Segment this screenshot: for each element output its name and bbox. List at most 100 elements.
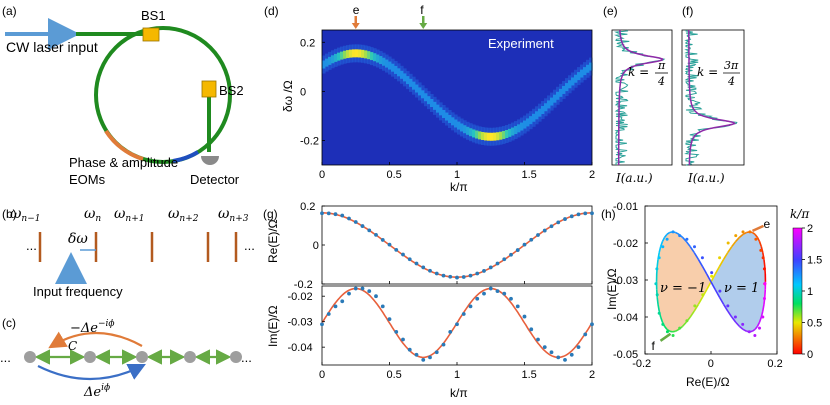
loop-point [763, 282, 767, 286]
loop-point [657, 256, 661, 260]
complex-loop: -0.01 -0.02 -0.03 -0.04 -0.05-0.2 0 0.2 e f [613, 201, 783, 370]
data-point [515, 304, 520, 309]
loop-segment [685, 240, 691, 248]
re-plot-frame [321, 205, 593, 285]
loop-point [678, 326, 682, 330]
data-point [475, 271, 480, 276]
x-tick-label: 2 [589, 369, 595, 381]
loop-segment [735, 321, 741, 327]
band-core [379, 56, 383, 65]
loop-point [761, 256, 765, 260]
mode-label: ωn+3 [218, 206, 249, 224]
spectrum-f-xlabel: I(a.u.) [687, 171, 725, 185]
loop-segment [761, 304, 765, 312]
y-tick-label: -0.02 [613, 238, 638, 250]
loop-segment [672, 330, 676, 333]
loop-point [710, 271, 714, 275]
loop-segment [731, 240, 737, 248]
heatmap-axes: 0 0.5 1 1.5 2 0.2 0 -0.2 [300, 37, 595, 181]
y-tick-label: 0.2 [300, 37, 315, 49]
data-point [482, 269, 486, 273]
y-tick-label: -0.2 [300, 135, 319, 147]
data-point [461, 275, 466, 279]
loop-segment [756, 236, 761, 242]
experiment-label: Experiment [488, 36, 554, 51]
spectrum-fit [617, 29, 664, 165]
data-point [536, 337, 540, 342]
loop-point [747, 330, 751, 334]
colorbar-ticks: 2 1.5 1 0.5 0 [802, 223, 822, 361]
data-point [529, 327, 534, 332]
data-point [549, 350, 554, 355]
loop-segment [723, 252, 729, 260]
data-point [556, 355, 561, 360]
marker-arrowhead [419, 23, 428, 29]
band-core [352, 49, 356, 58]
band-core [529, 116, 533, 125]
y-tick-label: -0.04 [613, 312, 638, 324]
colorbar [792, 227, 803, 355]
band-core [346, 50, 350, 59]
winding-label-pos: ν = 1 [724, 281, 759, 296]
loop-segment [656, 259, 659, 267]
data-point [394, 329, 399, 334]
data-point [333, 304, 338, 309]
data-point [556, 220, 561, 225]
band-core [535, 111, 539, 120]
mode-label: ωn−1 [10, 206, 41, 224]
data-point [488, 265, 493, 270]
data-point [407, 347, 412, 352]
band-core [547, 100, 551, 109]
y-tick-label: -0.04 [288, 342, 313, 354]
loop-segment [714, 289, 721, 298]
colorbar-tick-label: 2 [807, 223, 813, 235]
data-point [522, 242, 527, 247]
loop-point [762, 297, 766, 300]
band-core [397, 68, 401, 77]
data-point [455, 275, 459, 280]
mode-ellipsis-left: ... [26, 238, 37, 253]
eoms-label-line2: EOMs [69, 172, 106, 187]
data-point [448, 329, 453, 334]
data-point [347, 291, 351, 296]
band-core [580, 69, 584, 78]
x-tick-label: 1 [454, 369, 460, 381]
mode-label: ωn+1 [114, 206, 145, 224]
k-num-e: π [657, 59, 666, 72]
coupling-c-label: C [68, 339, 77, 353]
band-core [523, 120, 527, 129]
loop-segment [754, 325, 759, 330]
data-point [428, 268, 432, 273]
band-core [571, 77, 575, 86]
coupling-bottom-label: Δeiϕ [83, 383, 110, 400]
lattice-site [136, 351, 148, 363]
data-point [401, 337, 405, 342]
bs1-box [142, 27, 160, 42]
loop-segment [751, 328, 756, 332]
data-point [569, 352, 574, 357]
loop-segment [710, 281, 716, 291]
data-point [441, 273, 446, 278]
x-tick-label: 0.5 [387, 369, 402, 381]
x-tick-label: 1.5 [522, 169, 537, 181]
marker-label: e [353, 3, 360, 17]
loop-point [678, 234, 682, 238]
band-core [514, 126, 518, 135]
data-point [448, 274, 453, 279]
data-point [380, 304, 385, 309]
data-point [441, 342, 446, 347]
spectrum-e-xlabel: I(a.u.) [615, 171, 653, 185]
band-core [445, 112, 449, 121]
data-point [529, 237, 534, 242]
y-tick-label: 0 [300, 86, 306, 98]
loop-segment [742, 231, 747, 236]
band-core [361, 49, 365, 58]
band-core [343, 50, 347, 59]
band-core [511, 127, 515, 136]
band-core [400, 70, 404, 79]
im-ylabel: Im(E)/Ω [266, 305, 280, 347]
loop-segment [658, 246, 662, 253]
input-frequency-label: Input frequency [33, 284, 123, 299]
data-point [455, 322, 459, 327]
loop-point [661, 245, 665, 249]
